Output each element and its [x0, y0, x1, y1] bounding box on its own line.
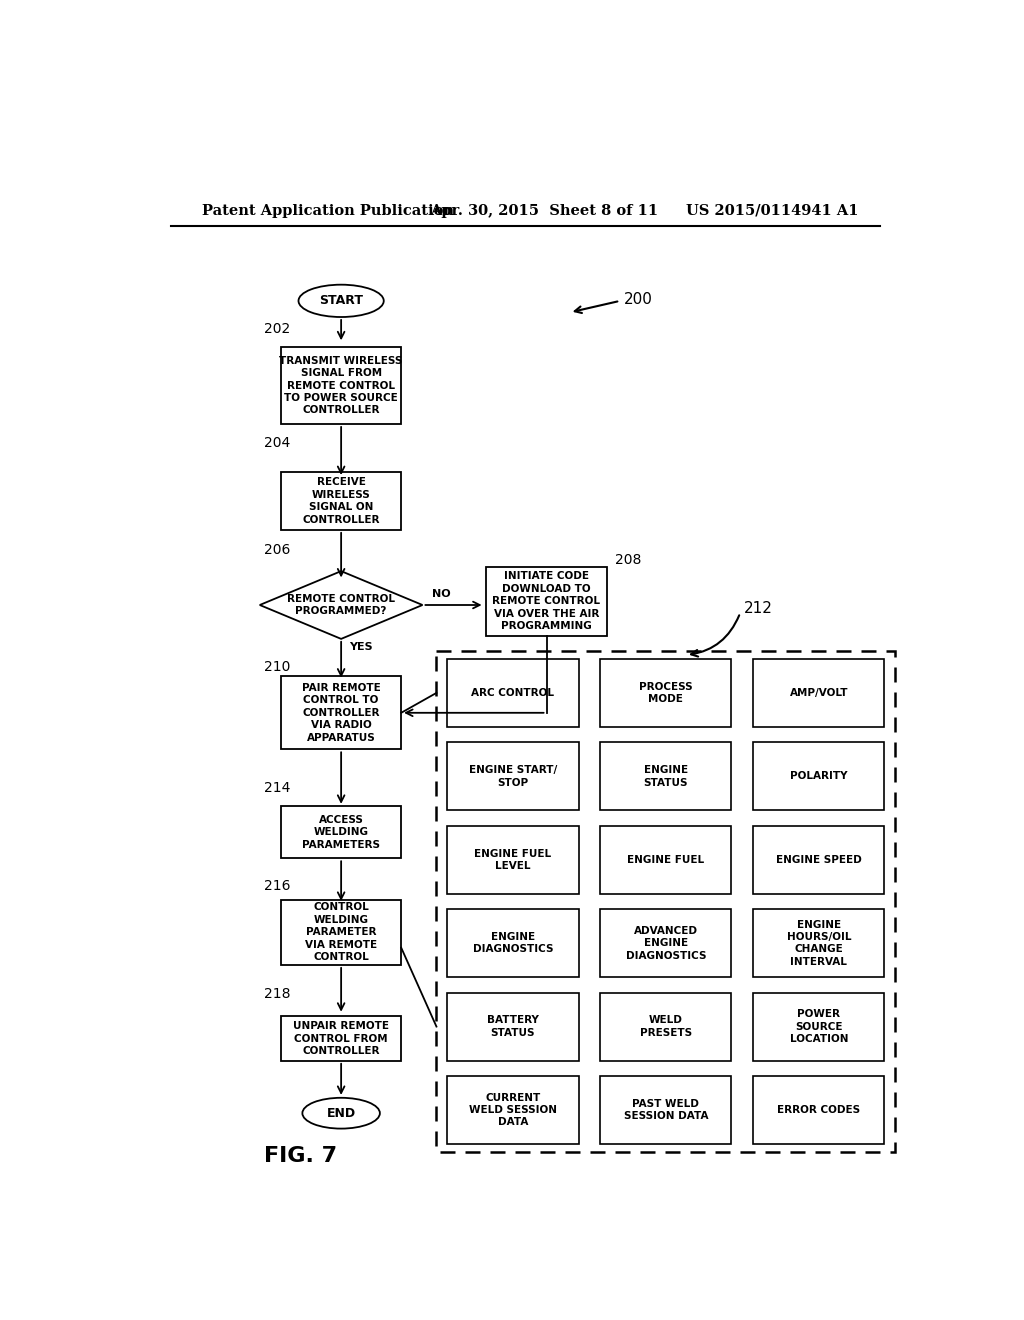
Text: ENGINE START/
STOP: ENGINE START/ STOP: [469, 766, 557, 788]
Text: ERROR CODES: ERROR CODES: [777, 1105, 860, 1115]
Text: UNPAIR REMOTE
CONTROL FROM
CONTROLLER: UNPAIR REMOTE CONTROL FROM CONTROLLER: [293, 1022, 389, 1056]
Bar: [281, 347, 401, 424]
Text: 214: 214: [263, 781, 290, 795]
Bar: [754, 659, 885, 727]
Bar: [281, 676, 401, 750]
Bar: [281, 807, 401, 858]
Text: 210: 210: [263, 660, 290, 673]
Bar: [600, 742, 731, 810]
Text: Apr. 30, 2015  Sheet 8 of 11: Apr. 30, 2015 Sheet 8 of 11: [430, 203, 658, 218]
Bar: [447, 659, 579, 727]
Text: Patent Application Publication: Patent Application Publication: [202, 203, 454, 218]
Bar: [600, 993, 731, 1060]
Text: CONTROL
WELDING
PARAMETER
VIA REMOTE
CONTROL: CONTROL WELDING PARAMETER VIA REMOTE CON…: [305, 903, 377, 962]
Text: RECEIVE
WIRELESS
SIGNAL ON
CONTROLLER: RECEIVE WIRELESS SIGNAL ON CONTROLLER: [302, 478, 380, 524]
Text: US 2015/0114941 A1: US 2015/0114941 A1: [686, 203, 858, 218]
Bar: [436, 651, 895, 1151]
Text: ARC CONTROL: ARC CONTROL: [471, 688, 554, 698]
Bar: [281, 1016, 401, 1061]
Text: POWER
SOURCE
LOCATION: POWER SOURCE LOCATION: [790, 1010, 848, 1044]
Text: REMOTE CONTROL
PROGRAMMED?: REMOTE CONTROL PROGRAMMED?: [287, 594, 395, 616]
Bar: [447, 909, 579, 977]
Bar: [447, 826, 579, 894]
Text: ADVANCED
ENGINE
DIAGNOSTICS: ADVANCED ENGINE DIAGNOSTICS: [626, 925, 707, 961]
Ellipse shape: [299, 285, 384, 317]
Bar: [600, 659, 731, 727]
Bar: [447, 993, 579, 1060]
Text: PAIR REMOTE
CONTROL TO
CONTROLLER
VIA RADIO
APPARATUS: PAIR REMOTE CONTROL TO CONTROLLER VIA RA…: [302, 682, 381, 743]
Bar: [281, 899, 401, 965]
Bar: [600, 909, 731, 977]
Text: TRANSMIT WIRELESS
SIGNAL FROM
REMOTE CONTROL
TO POWER SOURCE
CONTROLLER: TRANSMIT WIRELESS SIGNAL FROM REMOTE CON…: [280, 356, 402, 416]
Bar: [754, 1076, 885, 1144]
Bar: [486, 566, 606, 636]
Text: POLARITY: POLARITY: [791, 771, 848, 781]
Polygon shape: [260, 572, 423, 639]
Text: 218: 218: [263, 987, 290, 1001]
Text: ENGINE FUEL: ENGINE FUEL: [628, 855, 705, 865]
Text: 208: 208: [614, 553, 641, 568]
Bar: [281, 473, 401, 529]
Text: ENGINE SPEED: ENGINE SPEED: [776, 855, 861, 865]
Text: PAST WELD
SESSION DATA: PAST WELD SESSION DATA: [624, 1098, 709, 1121]
Text: ENGINE
STATUS: ENGINE STATUS: [644, 766, 688, 788]
Text: 204: 204: [263, 437, 290, 450]
Text: 206: 206: [263, 543, 290, 557]
Text: INITIATE CODE
DOWNLOAD TO
REMOTE CONTROL
VIA OVER THE AIR
PROGRAMMING: INITIATE CODE DOWNLOAD TO REMOTE CONTROL…: [493, 572, 600, 631]
Text: FIG. 7: FIG. 7: [263, 1146, 337, 1166]
Text: YES: YES: [349, 643, 373, 652]
Text: AMP/VOLT: AMP/VOLT: [790, 688, 848, 698]
Text: 200: 200: [624, 292, 653, 306]
Bar: [447, 742, 579, 810]
Text: CURRENT
WELD SESSION
DATA: CURRENT WELD SESSION DATA: [469, 1093, 557, 1127]
Text: BATTERY
STATUS: BATTERY STATUS: [487, 1015, 539, 1038]
Text: NO: NO: [432, 589, 451, 599]
Bar: [754, 742, 885, 810]
Text: PROCESS
MODE: PROCESS MODE: [639, 681, 692, 704]
Bar: [754, 826, 885, 894]
Bar: [754, 993, 885, 1060]
Text: ACCESS
WELDING
PARAMETERS: ACCESS WELDING PARAMETERS: [302, 814, 380, 850]
Ellipse shape: [302, 1098, 380, 1129]
Text: ENGINE FUEL
LEVEL: ENGINE FUEL LEVEL: [474, 849, 552, 871]
Bar: [600, 1076, 731, 1144]
Text: ENGINE
DIAGNOSTICS: ENGINE DIAGNOSTICS: [473, 932, 553, 954]
Text: END: END: [327, 1106, 355, 1119]
Text: 216: 216: [263, 879, 290, 894]
Text: WELD
PRESETS: WELD PRESETS: [640, 1015, 692, 1038]
Text: 212: 212: [744, 602, 773, 616]
Bar: [600, 826, 731, 894]
Text: START: START: [319, 294, 364, 308]
Bar: [447, 1076, 579, 1144]
Text: ENGINE
HOURS/OIL
CHANGE
INTERVAL: ENGINE HOURS/OIL CHANGE INTERVAL: [786, 920, 851, 966]
Bar: [754, 909, 885, 977]
Text: 202: 202: [263, 322, 290, 337]
